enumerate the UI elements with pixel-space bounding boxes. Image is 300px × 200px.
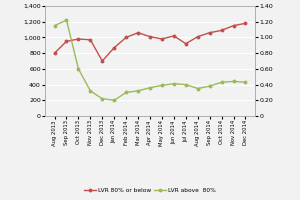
Legend: LVR 80% or below, LVR above  80%: LVR 80% or below, LVR above 80% <box>82 185 218 195</box>
